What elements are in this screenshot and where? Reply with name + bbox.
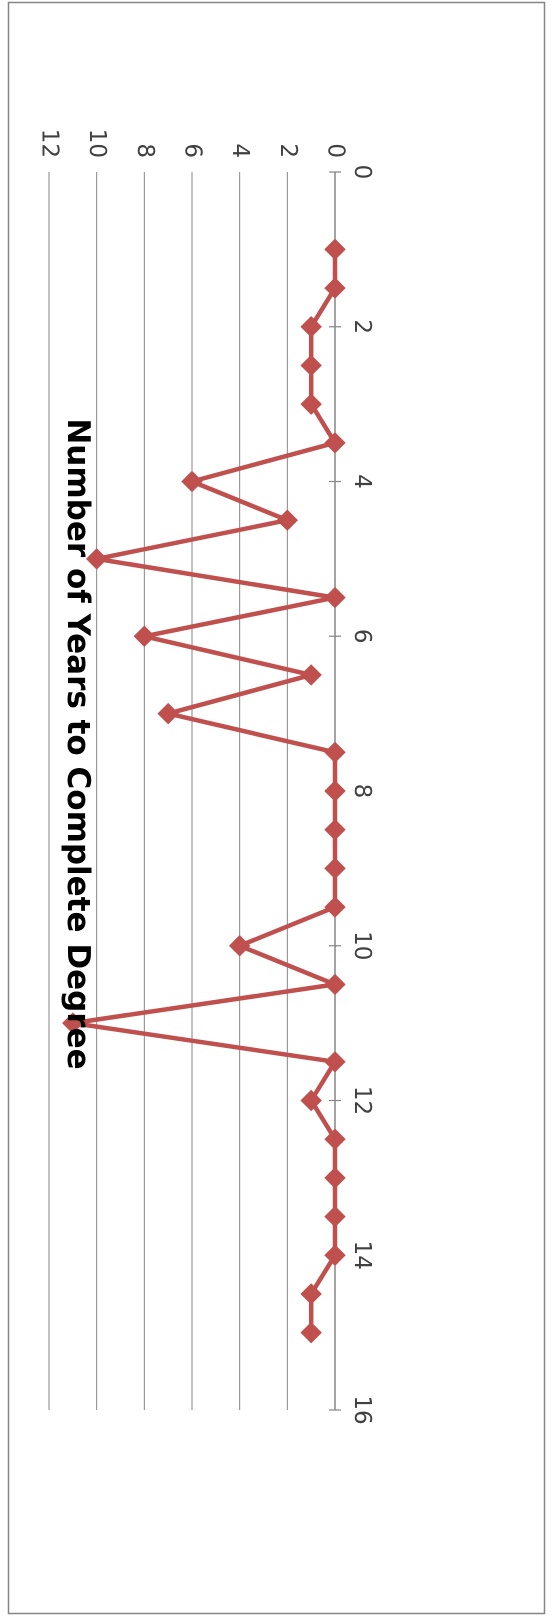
data-point-marker: [324, 818, 346, 841]
gridlines: [48, 172, 288, 1410]
x-tick-label: 14: [349, 1241, 375, 1270]
data-point-marker: [133, 625, 156, 647]
data-point-marker: [228, 935, 251, 957]
y-tick-label: 10: [84, 129, 110, 158]
data-point-marker: [300, 1283, 322, 1305]
chart-border: [7, 1, 546, 1615]
data-point-marker: [300, 1089, 322, 1112]
data-point-marker: [85, 548, 108, 570]
data-point-marker: [300, 354, 322, 377]
y-tick-label: 12: [37, 129, 63, 158]
data-point-marker: [276, 509, 299, 531]
x-tick-label: 12: [349, 1086, 375, 1115]
data-point-marker: [324, 586, 346, 609]
data-point-marker: [324, 741, 346, 764]
data-point-marker: [300, 1321, 322, 1344]
data-point-marker: [324, 896, 346, 918]
data-point-marker: [157, 702, 179, 725]
data-point-marker: [324, 857, 346, 880]
x-tick-label: 2: [349, 319, 375, 334]
data-point-marker: [324, 1167, 346, 1189]
data-point-marker: [300, 316, 322, 338]
y-tick-labels: 0 2 4 6 8 10 12: [37, 129, 349, 158]
series-markers: [62, 238, 346, 1344]
x-axis-title: Number of Years to Complete Degree: [60, 418, 96, 1069]
x-tick-label: 16: [349, 1395, 375, 1424]
data-point-marker: [324, 1128, 346, 1150]
y-tick-label: 6: [180, 143, 206, 158]
data-point-marker: [300, 393, 322, 415]
data-point-marker: [324, 277, 346, 299]
x-tick-labels: 0 2 4 6 8 10 12 14 16: [349, 165, 375, 1425]
data-point-marker: [324, 1205, 346, 1228]
x-tick-label: 0: [349, 165, 375, 180]
data-point-marker: [324, 973, 346, 996]
chart-plot-rotated: 0 2 4 6 8 10 12 14 16 0 2 4 6 8 10 12 Number of Years …: [37, 129, 376, 1425]
data-point-marker: [181, 470, 203, 493]
x-tick-label: 4: [349, 474, 375, 489]
x-tick-label: 6: [349, 629, 375, 644]
y-tick-label: 4: [227, 143, 253, 158]
data-point-marker: [324, 432, 346, 454]
y-tick-label: 2: [275, 143, 301, 158]
data-point-marker: [324, 1051, 346, 1073]
y-tick-label: 0: [323, 143, 349, 158]
data-point-marker: [324, 238, 346, 261]
x-tick-label: 8: [349, 784, 375, 799]
data-point-marker: [62, 1012, 84, 1034]
data-point-marker: [324, 780, 346, 802]
y-tick-label: 8: [132, 143, 158, 158]
data-point-marker: [300, 664, 322, 686]
x-tick-label: 10: [349, 931, 375, 960]
data-point-marker: [324, 1244, 346, 1266]
